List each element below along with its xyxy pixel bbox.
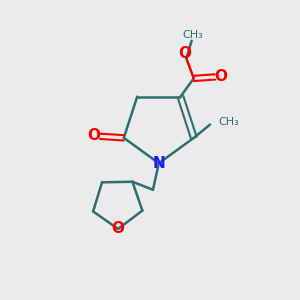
Text: O: O <box>87 128 100 143</box>
Text: CH₃: CH₃ <box>218 117 239 127</box>
Text: O: O <box>178 46 191 61</box>
Text: O: O <box>112 221 124 236</box>
Text: CH₃: CH₃ <box>183 30 203 40</box>
Text: N: N <box>152 156 165 171</box>
Text: O: O <box>214 69 227 84</box>
